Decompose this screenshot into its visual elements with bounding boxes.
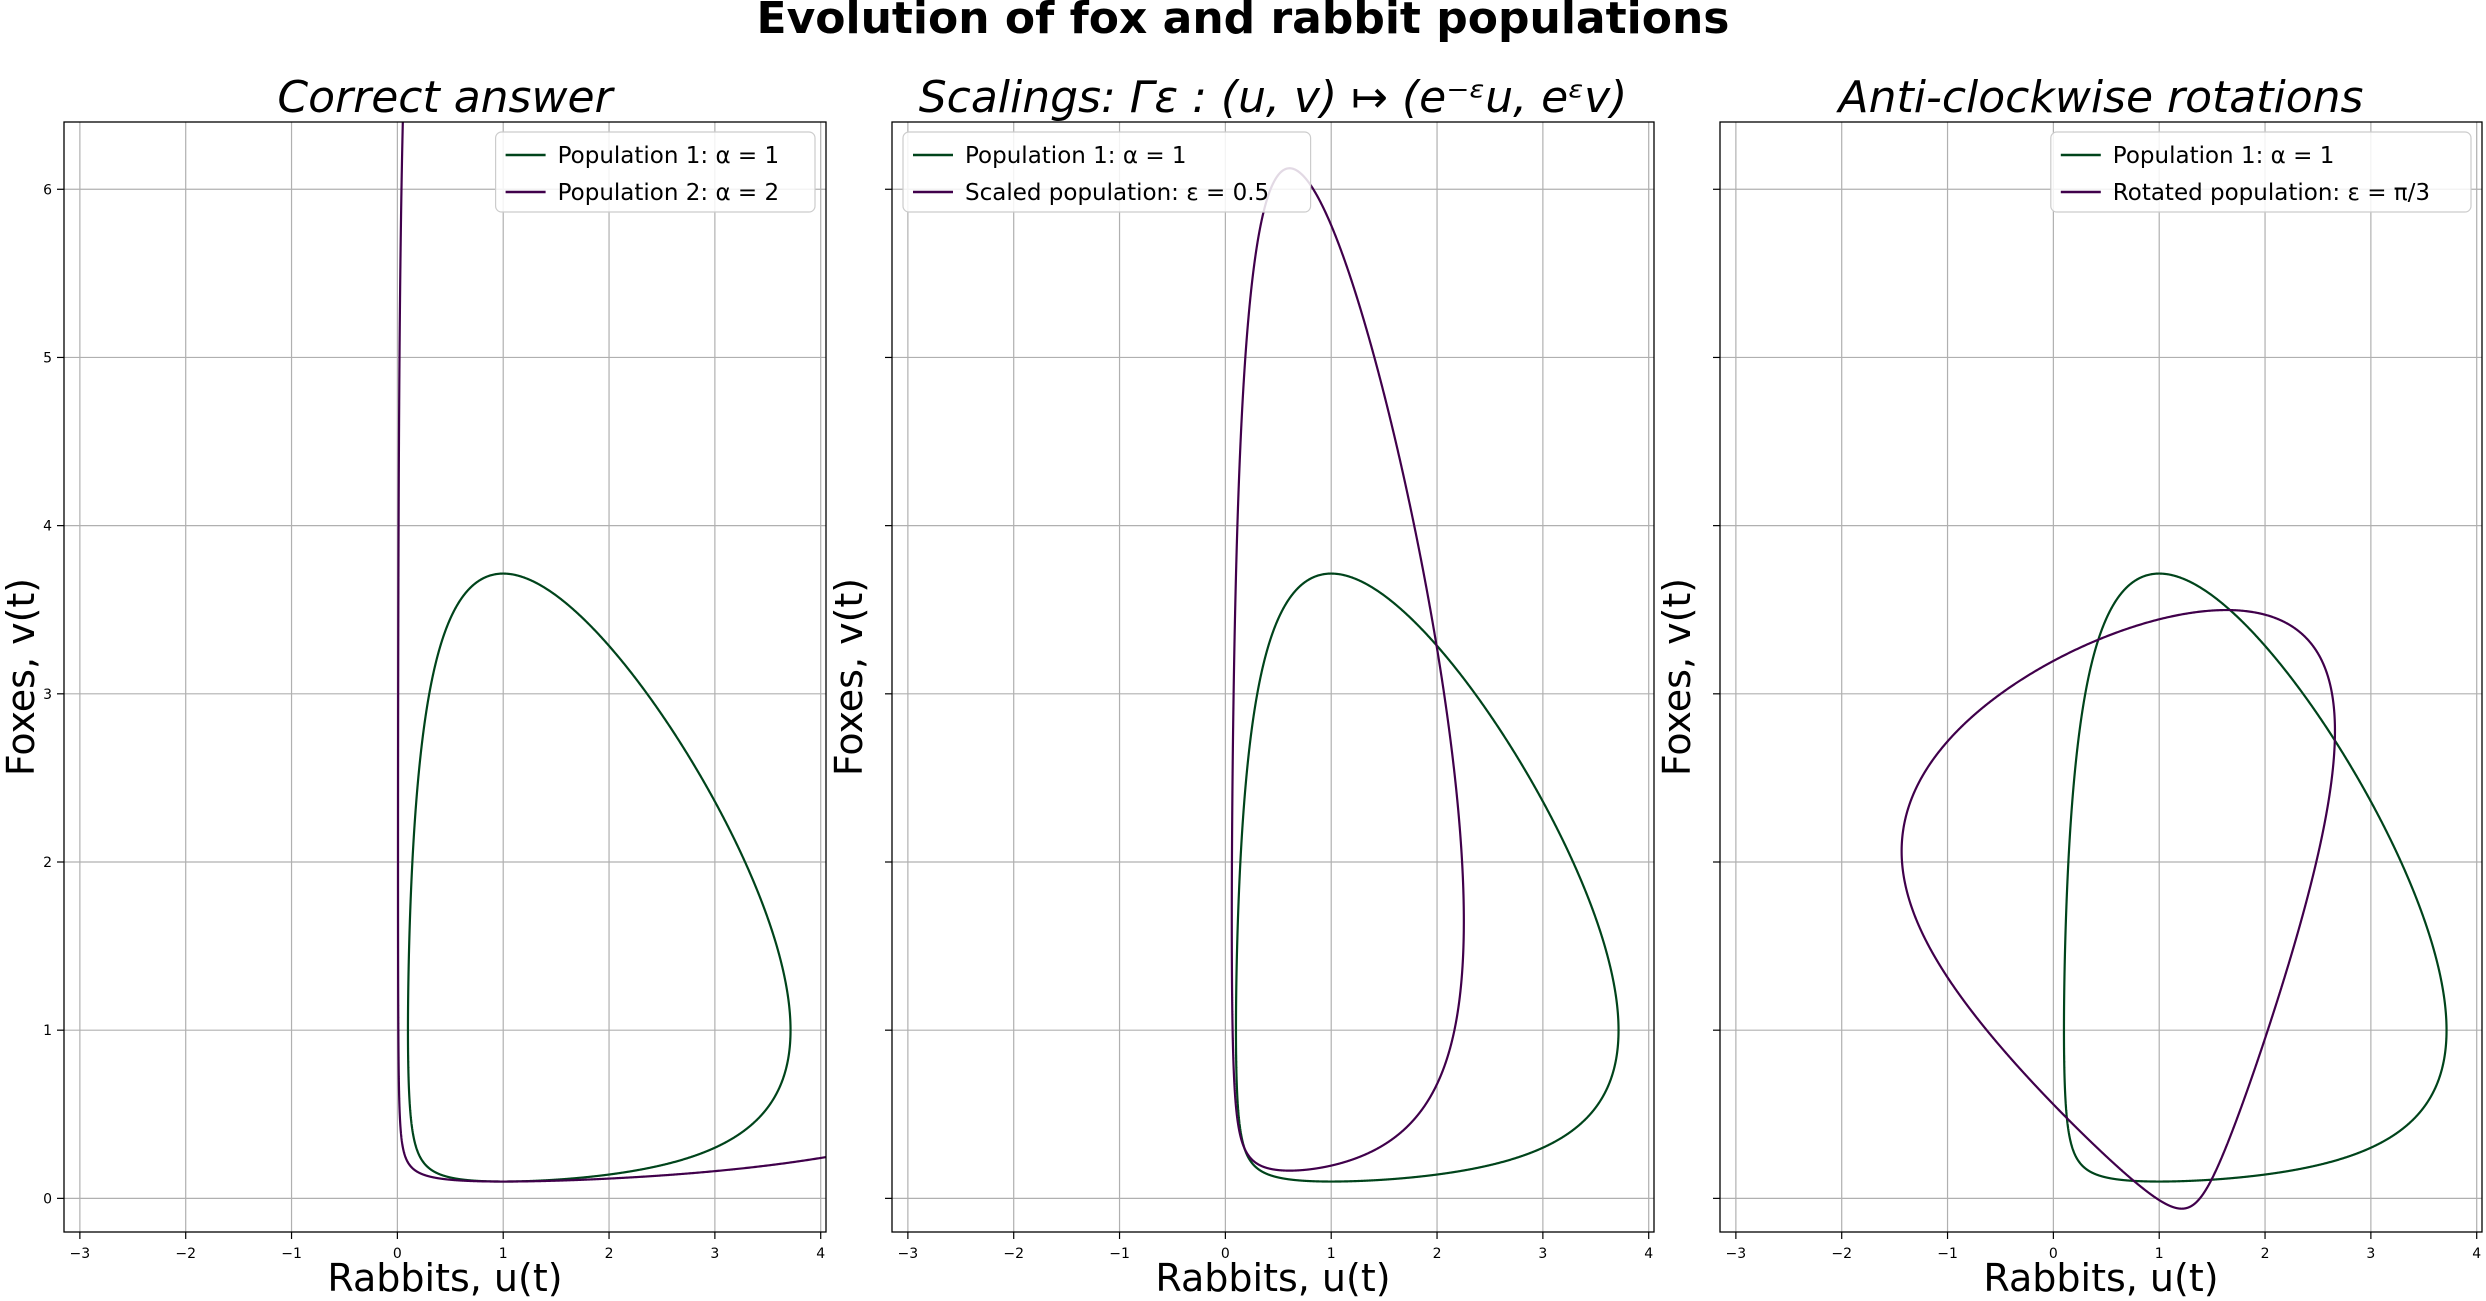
chart-panel-3: Anti-clockwise rotations −3 −2 −1 0 1 2 3 4 Rabbi… xyxy=(1655,72,2483,1300)
x-tick-label: 4 xyxy=(816,1246,825,1262)
x-tick-label: −1 xyxy=(1937,1246,1958,1262)
legend-entry: Population 1: α = 1 xyxy=(558,143,780,169)
y-axis-label: Foxes, v(t) xyxy=(1655,578,1699,776)
series-group xyxy=(1900,572,2448,1210)
x-tick-label: 3 xyxy=(710,1246,719,1262)
x-tick-label: −1 xyxy=(1109,1246,1130,1262)
panel-title: Scalings: Γε : (u, v) ↦ (e⁻ᵋu, eᵋv) xyxy=(919,72,1628,123)
series-line-2 xyxy=(396,122,826,1183)
legend-entry: Population 1: α = 1 xyxy=(965,143,1187,169)
x-tick-label: −1 xyxy=(281,1246,302,1262)
figure-title: Evolution of fox and rabbit populations xyxy=(757,0,1730,44)
legend: Population 1: α = 1 Rotated population: ε… xyxy=(2050,131,2472,213)
x-tick-label: 1 xyxy=(499,1246,508,1262)
plot-frame xyxy=(1719,121,2483,1233)
y-tick-label: 0 xyxy=(43,1191,52,1207)
y-tick-label: 5 xyxy=(43,350,52,366)
x-axis-label: Rabbits, u(t) xyxy=(1155,1256,1390,1300)
chart-panel-1: Correct answer −3 −2 −1 0 1 2 3 4 0 1 2 3 4 5 6 Rabbits,… xyxy=(0,72,827,1300)
x-tick-label: 0 xyxy=(1221,1246,1230,1262)
x-tick-label: 4 xyxy=(1644,1246,1653,1262)
y-tick-label: 6 xyxy=(43,182,52,198)
chart-panel-2: Scalings: Γε : (u, v) ↦ (e⁻ᵋu, eᵋv) −3 −2 −… xyxy=(827,72,1655,1300)
legend-entry: Population 2: α = 2 xyxy=(558,180,780,206)
x-tick-label: 3 xyxy=(1538,1246,1547,1262)
series-line-1 xyxy=(1234,572,1620,1183)
legend-entry: Scaled population: ε = 0.5 xyxy=(965,180,1269,206)
legend-entry: Rotated population: ε = π/3 xyxy=(2113,180,2430,206)
series-line-2 xyxy=(1900,608,2337,1210)
x-axis-label: Rabbits, u(t) xyxy=(1983,1256,2218,1300)
y-axis-label: Foxes, v(t) xyxy=(827,578,871,776)
y-tick-label: 4 xyxy=(43,519,52,535)
x-tick-label: 1 xyxy=(1327,1246,1336,1262)
x-tick-label: −2 xyxy=(1003,1246,1024,1262)
x-tick-label: 3 xyxy=(2366,1246,2375,1262)
x-tick-label: 2 xyxy=(1433,1246,1442,1262)
y-axis-label: Foxes, v(t) xyxy=(0,578,43,776)
x-tick-label: 2 xyxy=(605,1246,614,1262)
y-tick-label: 3 xyxy=(43,687,52,703)
series-group xyxy=(1230,167,1620,1183)
x-tick-label: 0 xyxy=(2049,1246,2058,1262)
plot-frame xyxy=(891,121,1655,1233)
y-tick-label: 1 xyxy=(43,1023,52,1039)
legend-entry: Population 1: α = 1 xyxy=(2113,143,2335,169)
x-tick-label: 0 xyxy=(393,1246,402,1262)
legend-box xyxy=(2050,131,2472,213)
x-tick-label: 2 xyxy=(2261,1246,2270,1262)
legend-box xyxy=(902,131,1312,213)
legend: Population 1: α = 1 Population 2: α = 2 xyxy=(495,131,816,213)
series-group xyxy=(396,122,826,1183)
plot-frame xyxy=(63,121,827,1233)
series-line-1 xyxy=(2062,572,2448,1183)
x-tick-label: −2 xyxy=(175,1246,196,1262)
panel-title: Anti-clockwise rotations xyxy=(1836,72,2364,123)
y-tick-label: 2 xyxy=(43,855,52,871)
x-tick-label: −3 xyxy=(1726,1246,1747,1262)
x-tick-label: −3 xyxy=(898,1246,919,1262)
legend-box xyxy=(495,131,816,213)
x-tick-label: 1 xyxy=(2155,1246,2164,1262)
x-tick-label: −2 xyxy=(1831,1246,1852,1262)
panel-title: Correct answer xyxy=(277,72,615,123)
x-axis-label: Rabbits, u(t) xyxy=(327,1256,562,1300)
series-line-1 xyxy=(406,572,792,1183)
x-tick-label: −3 xyxy=(70,1246,91,1262)
x-tick-label: 4 xyxy=(2472,1246,2481,1262)
legend: Population 1: α = 1 Scaled population: ε … xyxy=(902,131,1312,213)
series-line-2 xyxy=(1230,167,1465,1172)
